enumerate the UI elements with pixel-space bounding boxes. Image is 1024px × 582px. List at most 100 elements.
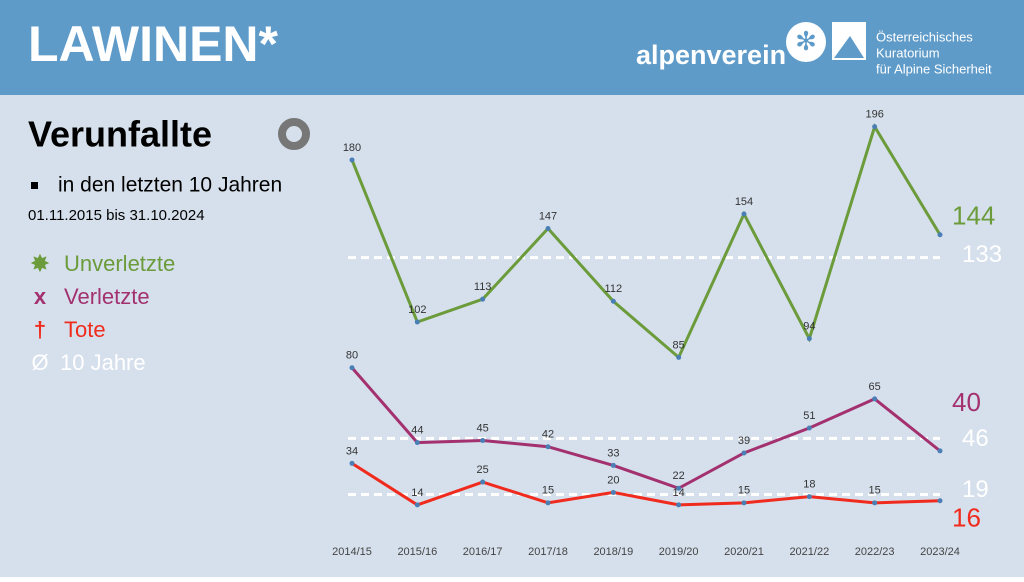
heading: Verunfallte (28, 114, 212, 155)
point (545, 500, 551, 506)
data-label: 15 (869, 485, 881, 497)
plot: 2014/15 2015/16 2016/17 2017/18 2018/19 2019/… (332, 109, 1002, 558)
point (741, 500, 747, 506)
x-tick-label: 2018/19 (593, 546, 633, 558)
data-label: 14 (411, 487, 423, 499)
data-label: 14 (673, 487, 685, 499)
logo-text: alpenverein (636, 40, 786, 70)
legend-label: 10 Jahre (60, 350, 146, 375)
data-label: 65 (869, 381, 881, 393)
legend-symbol: ✸ (30, 251, 50, 276)
point (349, 157, 355, 163)
data-label: 15 (542, 485, 554, 497)
org-text: Österreichisches (876, 29, 973, 44)
data-label: 44 (411, 424, 423, 436)
x-tick-label: 2014/15 (332, 546, 372, 558)
org-icon-mountain (834, 36, 864, 58)
data-label: 85 (673, 339, 685, 351)
data-label: 102 (408, 304, 426, 316)
x-tick-label: 2016/17 (463, 546, 503, 558)
data-label: 45 (477, 422, 489, 434)
slide-title: LAWINEN* (28, 16, 279, 72)
point (741, 211, 747, 217)
point (872, 396, 878, 402)
data-label: 18 (803, 479, 815, 491)
series-line (351, 462, 941, 507)
series-line (350, 123, 942, 360)
point (937, 498, 943, 504)
data-label: 51 (803, 410, 815, 422)
end-label: 144 (952, 201, 995, 231)
point (741, 450, 747, 456)
data-label: 34 (346, 445, 358, 457)
x-tick-label: 2019/20 (659, 546, 699, 558)
legend-symbol: † (34, 317, 46, 342)
data-label: 22 (673, 470, 685, 482)
org-text: für Alpine Sicherheit (876, 61, 992, 76)
heading-icon (278, 118, 310, 150)
point (676, 354, 682, 360)
point (872, 500, 878, 506)
point (545, 226, 551, 232)
x-tick-label: 2022/23 (855, 546, 895, 558)
point (806, 425, 812, 431)
average-label: 133 (962, 241, 1002, 268)
data-label: 112 (605, 283, 623, 295)
data-label: 15 (738, 485, 750, 497)
logo-icon-star: ✻ (795, 26, 817, 56)
data-label: 25 (477, 464, 489, 476)
data-label: 147 (539, 210, 557, 222)
end-label: 16 (952, 503, 981, 533)
legend-symbol: x (34, 284, 47, 309)
period: 01.11.2015 bis 31.10.2024 (28, 207, 205, 224)
point (414, 502, 420, 508)
x-tick-label: 2020/21 (724, 546, 764, 558)
point (937, 232, 943, 238)
x-tick-label: 2015/16 (397, 546, 437, 558)
org-text: Kuratorium (876, 45, 940, 60)
bullet-text: in den letzten 10 Jahren (58, 174, 282, 197)
point (610, 298, 616, 304)
x-tick-label: 2023/24 (920, 546, 960, 558)
legend: ✸ Unverletzte x Verletzte † Tote Ø 10 Jahre (30, 251, 176, 375)
point (480, 437, 486, 443)
point (937, 448, 943, 454)
legend-label: Unverletzte (64, 251, 175, 276)
legend-label: Verletzte (64, 284, 150, 309)
legend-symbol: Ø (31, 350, 48, 375)
data-label: 80 (346, 350, 358, 362)
series-line (350, 366, 941, 490)
point (676, 502, 682, 508)
point (872, 124, 878, 130)
data-label: 20 (607, 474, 619, 486)
point (349, 460, 355, 466)
average-label: 19 (962, 476, 989, 503)
x-tick-label: 2017/18 (528, 546, 568, 558)
point (480, 479, 486, 485)
data-label: 42 (542, 429, 554, 441)
point (806, 336, 812, 342)
data-label: 154 (735, 196, 753, 208)
point (414, 319, 420, 325)
point (414, 440, 420, 446)
data-label: 180 (343, 142, 361, 154)
point (610, 462, 616, 468)
point (610, 489, 616, 495)
data-label: 39 (738, 435, 750, 447)
legend-label: Tote (64, 317, 106, 342)
end-label: 40 (952, 387, 981, 417)
data-label: 33 (607, 447, 619, 459)
average-label: 46 (962, 425, 989, 452)
point (349, 365, 355, 371)
point (480, 296, 486, 302)
data-label: 94 (803, 321, 815, 333)
x-tick-label: 2021/22 (789, 546, 829, 558)
bullet-mark (31, 182, 38, 189)
logo-icon (786, 22, 826, 62)
data-label: 113 (474, 281, 492, 293)
point (806, 494, 812, 500)
point (676, 485, 682, 491)
data-label: 196 (865, 109, 883, 121)
